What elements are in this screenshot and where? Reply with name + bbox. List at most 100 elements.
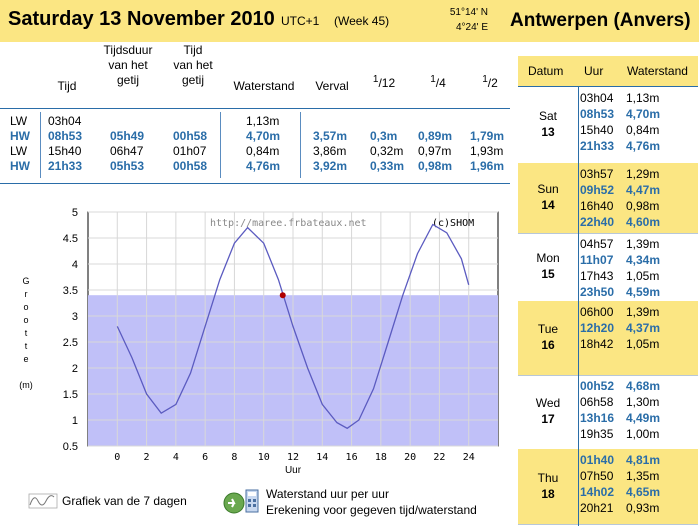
tide-height: 0,84m	[626, 123, 660, 137]
header-waterstand: Waterstand	[233, 79, 295, 93]
longitude: 4°24' E	[455, 22, 488, 33]
header-fraction-12: 1/12	[372, 72, 396, 91]
y-axis-label-letter: G	[22, 276, 29, 286]
x-axis-label: Uur	[285, 465, 302, 476]
tide-cell-f2: 1,96m	[470, 159, 505, 173]
tide-time: 20h21	[580, 501, 614, 515]
y-tick-label: 0.5	[63, 441, 78, 453]
tide-height: 1,30m	[626, 395, 660, 409]
tide-height: 4,34m	[626, 253, 661, 267]
week-panel: Datum Uur Waterstand Sat 13 03h04 1,13m 08h5…	[518, 56, 698, 526]
table-separator	[40, 112, 41, 178]
y-axis-unit: (m)	[19, 380, 33, 390]
tide-cell-time: 21h33	[48, 159, 83, 173]
x-tick-label: 12	[287, 452, 299, 463]
latitude: 51°14' N	[449, 7, 488, 18]
f4-num: 1	[430, 74, 436, 85]
tide-height: 1,00m	[626, 427, 660, 441]
x-tick-label: 2	[144, 452, 150, 463]
tide-cell-f2: 1,93m	[470, 144, 504, 158]
day-block[interactable]: Mon 15 04h57 1,39m 11h07 4,34m 17h43 1,05m 23h50…	[518, 233, 698, 302]
tide-curve	[116, 223, 470, 430]
day-block[interactable]: Sat 13 03h04 1,13m 08h53 4,70m 15h40 0,84m 21h33…	[518, 87, 698, 164]
day-block[interactable]: Wed 17 00h52 4,68m 06h58 1,30m 13h16 4,49m 19h35…	[518, 375, 698, 450]
tide-time: 03h04	[580, 91, 614, 105]
tide-height: 4,37m	[626, 321, 661, 335]
header-verval: Verval	[315, 79, 349, 93]
tide-cell-tvan: 00h58	[173, 159, 208, 173]
day-name: Sun	[537, 182, 559, 196]
tide-cell-time: 03h04	[48, 114, 82, 128]
table-separator	[300, 112, 301, 178]
tide-cell-type: HW	[10, 159, 30, 173]
y-tick-label: 5	[72, 207, 78, 219]
tide-cell-tvan: 00h58	[173, 129, 208, 143]
x-tick-label: 8	[231, 452, 237, 463]
y-axis-label-letter: t	[25, 328, 28, 338]
header-tijdvan-l1: Tijd	[183, 43, 203, 57]
tide-time: 22h40	[580, 215, 615, 229]
erekening-link[interactable]: Erekening voor gegeven tijd/waterstand	[266, 503, 477, 517]
day-block[interactable]: Sun 14 03h57 1,29m 09h52 4,47m 16h40 0,98m 22h40…	[518, 163, 698, 234]
tide-cell-verval: 3,92m	[313, 159, 348, 173]
wave-icon	[28, 493, 58, 509]
y-tick-label: 2	[72, 363, 78, 375]
tide-height: 0,93m	[626, 501, 660, 515]
y-tick-label: 1	[72, 415, 78, 427]
tide-time: 19h35	[580, 427, 614, 441]
x-tick-label: 18	[375, 452, 387, 463]
col-datum: Datum	[528, 64, 564, 78]
header-tijdsduur: Tijdsduur van het getij	[98, 43, 158, 88]
tide-cell-f4: 0,98m	[418, 159, 453, 173]
f4-den: /4	[435, 76, 446, 90]
day-block[interactable]: Thu 18 01h40 4,81m 07h50 1,35m 14h02 4,65m 20h21…	[518, 449, 698, 525]
y-axis-label-letter: o	[23, 302, 28, 312]
tide-time: 21h33	[580, 139, 615, 153]
tide-height: 1,05m	[626, 337, 660, 351]
tide-height: 4,60m	[626, 215, 661, 229]
tide-cell-type: LW	[10, 144, 28, 158]
tide-cell-f12: 0,3m	[370, 129, 398, 143]
header-tijd-van-getij: Tijd van het getij	[163, 43, 223, 88]
table-separator	[220, 112, 221, 178]
tide-height: 4,70m	[626, 107, 661, 121]
waterstand-uur-link[interactable]: Waterstand uur per uur	[266, 487, 389, 501]
x-tick-label: 6	[202, 452, 208, 463]
tide-height: 1,35m	[626, 469, 660, 483]
day-name: Wed	[535, 396, 561, 410]
header-tijdsduur-l2: van het	[108, 58, 148, 72]
header-bar: Saturday 13 November 2010 UTC+1 (Week 45…	[0, 0, 699, 42]
x-tick-label: 24	[463, 452, 475, 463]
tide-height: 0,98m	[626, 199, 660, 213]
tide-cell-duration: 05h53	[110, 159, 145, 173]
day-number: 13	[541, 125, 555, 139]
f12-den: /12	[378, 76, 396, 90]
tide-time: 09h52	[580, 183, 615, 197]
grafiek-label: Grafiek van de 7 dagen	[62, 494, 187, 508]
tide-cell-f4: 0,97m	[418, 144, 452, 158]
tide-time: 03h57	[580, 167, 614, 181]
week-number: (Week 45)	[334, 14, 390, 28]
tide-cell-verval: 3,57m	[313, 129, 348, 143]
tide-time: 04h57	[580, 237, 614, 251]
tide-cell-duration: 05h49	[110, 129, 145, 143]
tide-time: 11h07	[580, 253, 614, 267]
day-block[interactable]: Tue 16 06h00 1,39m 12h20 4,37m 18h42 1,05m	[518, 301, 698, 376]
f2-den: /2	[487, 76, 498, 90]
tide-cell-f2: 1,79m	[470, 129, 505, 143]
col-waterstand: Waterstand	[627, 64, 688, 78]
tide-cell-f12: 0,32m	[370, 144, 404, 158]
tide-height: 1,05m	[626, 269, 660, 283]
tide-height: 4,59m	[626, 285, 661, 299]
y-tick-label: 3.5	[63, 285, 78, 297]
x-tick-label: 4	[173, 452, 179, 463]
day-number: 16	[541, 338, 555, 352]
tide-height: 4,68m	[626, 379, 661, 393]
tide-time: 15h40	[580, 123, 614, 137]
tide-height: 4,47m	[626, 183, 661, 197]
tide-height: 1,13m	[626, 91, 660, 105]
calculator-icon[interactable]	[222, 488, 262, 516]
tide-time: 06h00	[580, 305, 614, 319]
tide-time: 16h40	[580, 199, 614, 213]
x-tick-label: 20	[404, 452, 416, 463]
